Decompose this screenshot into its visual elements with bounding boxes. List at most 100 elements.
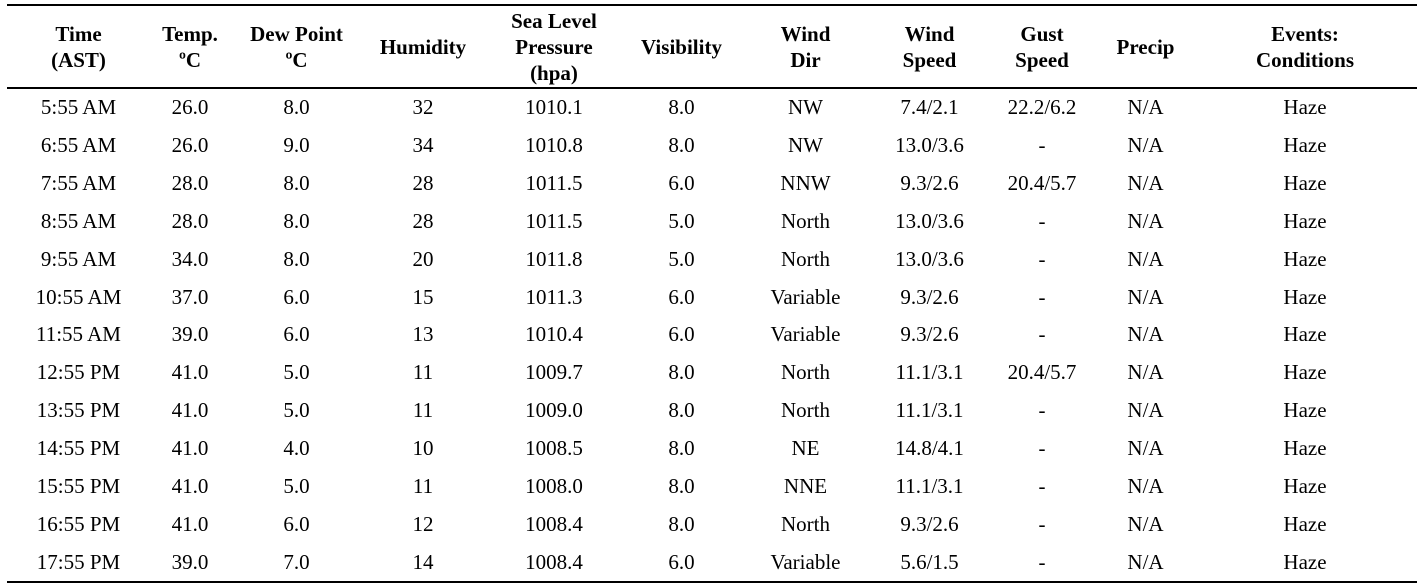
cell-pressure: 1010.8 (525, 133, 583, 158)
table-row: 8:55 AM 28.0 8.0 28 1011.5 5.0 North 13.0/3.6 - N… (7, 203, 1417, 241)
cell-pressure: 1008.0 (525, 473, 583, 498)
cell-gust-speed: - (1038, 246, 1046, 271)
cell-conditions: Haze (1283, 208, 1327, 233)
cell-precip: N/A (1127, 246, 1164, 271)
cell-wind-dir: North (781, 511, 830, 536)
header-precip: Precip (1098, 4, 1193, 89)
cell-pressure: 1011.8 (525, 246, 583, 271)
cell-temp: 41.0 (171, 398, 209, 423)
cell-time: 16:55 PM (36, 511, 121, 536)
cell-temp: 34.0 (171, 246, 209, 271)
cell-conditions: Haze (1283, 246, 1327, 271)
cell-wind-speed: 11.1/3.1 (895, 360, 964, 385)
cell-precip: N/A (1127, 284, 1164, 309)
header-wind-speed: Wind Speed (873, 4, 986, 89)
cell-temp: 28.0 (171, 171, 209, 196)
cell-time: 13:55 PM (36, 398, 121, 423)
cell-humidity: 34 (412, 133, 434, 158)
cell-temp: 28.0 (171, 208, 209, 233)
cell-wind-speed: 11.1/3.1 (895, 473, 964, 498)
cell-wind-dir: Variable (738, 543, 873, 583)
cell-gust-speed: - (1038, 284, 1046, 309)
cell-humidity: 11 (412, 473, 434, 498)
cell-visibility: 8.0 (668, 133, 695, 158)
table-row: 7:55 AM 28.0 8.0 28 1011.5 6.0 NNW 9.3/2.6 20.4/… (7, 165, 1417, 203)
cell-humidity: 28 (412, 171, 434, 196)
cell-visibility: 6.0 (668, 171, 695, 196)
cell-time: 15:55 PM (36, 473, 121, 498)
cell-pressure: 1010.4 (525, 322, 583, 347)
cell-precip: N/A (1127, 436, 1164, 461)
cell-wind-speed: 9.3/2.6 (900, 322, 959, 347)
cell-conditions: Haze (1283, 95, 1327, 120)
cell-gust-speed: 20.4/5.7 (1007, 171, 1077, 196)
cell-time: 9:55 AM (40, 246, 117, 271)
cell-time: 14:55 PM (36, 436, 121, 461)
cell-pressure: 1008.5 (525, 436, 583, 461)
table-row: 13:55 PM 41.0 5.0 11 1009.0 8.0 North 11.1/3.1 -… (7, 392, 1417, 430)
cell-temp: 26.0 (171, 95, 209, 120)
cell-time: 12:55 PM (36, 360, 121, 385)
cell-pressure: 1011.5 (525, 208, 583, 233)
cell-precip: N/A (1127, 171, 1164, 196)
cell-conditions: Haze (1283, 284, 1327, 309)
table-row: 11:55 AM 39.0 6.0 13 1010.4 6.0 Variable 9.3/2.… (7, 316, 1417, 354)
cell-humidity: 14 (363, 543, 483, 583)
cell-pressure: 1009.0 (525, 398, 583, 423)
cell-gust-speed: - (1038, 322, 1046, 347)
cell-humidity: 28 (412, 208, 434, 233)
cell-conditions: Haze (1283, 133, 1327, 158)
cell-visibility: 5.0 (668, 246, 695, 271)
cell-pressure: 1010.1 (525, 95, 583, 120)
cell-humidity: 12 (412, 511, 434, 536)
cell-temp: 41.0 (171, 473, 209, 498)
cell-wind-speed: 9.3/2.6 (900, 171, 959, 196)
table-row: 16:55 PM 41.0 6.0 12 1008.4 8.0 North 9.3/2.6 - N… (7, 505, 1417, 543)
cell-time: 8:55 AM (40, 208, 117, 233)
cell-gust-speed: - (1038, 398, 1046, 423)
cell-wind-dir: North (781, 208, 830, 233)
cell-conditions: Haze (1283, 511, 1327, 536)
cell-dew-point: 6.0 (283, 511, 310, 536)
cell-humidity: 10 (412, 436, 434, 461)
cell-visibility: 8.0 (668, 511, 695, 536)
cell-humidity: 32 (412, 95, 434, 120)
cell-dew-point: 6.0 (283, 284, 310, 309)
cell-wind-dir: NW (788, 95, 823, 120)
cell-pressure: 1008.4 (483, 543, 625, 583)
table-body: 5:55 AM 26.0 8.0 32 1010.1 8.0 NW 7.4/2.1 22.2/6… (7, 88, 1417, 583)
weather-observations-table: Time (AST) Temp. ºC Dew Point ºC Humidity S… (7, 4, 1417, 583)
cell-wind-dir: North (781, 246, 830, 271)
cell-conditions: Haze (1283, 360, 1327, 385)
cell-conditions: Haze (1283, 398, 1327, 423)
cell-pressure: 1008.4 (525, 511, 583, 536)
header-wind-dir: Wind Dir (738, 4, 873, 89)
cell-wind-dir: NNE (783, 473, 828, 498)
cell-temp: 39.0 (171, 322, 209, 347)
cell-wind-dir: North (781, 398, 830, 423)
cell-wind-speed: 9.3/2.6 (900, 284, 959, 309)
cell-dew-point: 8.0 (283, 171, 310, 196)
cell-gust-speed: - (1038, 473, 1046, 498)
cell-visibility: 8.0 (668, 95, 695, 120)
cell-wind-speed: 9.3/2.6 (900, 511, 959, 536)
cell-precip: N/A (1127, 473, 1164, 498)
cell-time: 10:55 AM (35, 284, 122, 309)
cell-temp: 41.0 (171, 436, 209, 461)
cell-wind-dir: Variable (770, 284, 841, 309)
cell-gust-speed: - (1038, 436, 1046, 461)
cell-wind-dir: Variable (770, 322, 841, 347)
cell-visibility: 6.0 (625, 543, 738, 583)
header-humidity: Humidity (363, 4, 483, 89)
cell-humidity: 11 (412, 398, 434, 423)
cell-dew-point: 8.0 (283, 95, 310, 120)
table-row: 9:55 AM 34.0 8.0 20 1011.8 5.0 North 13.0/3.6 - N… (7, 240, 1417, 278)
cell-wind-dir: NNW (780, 171, 831, 196)
cell-precip: N/A (1127, 208, 1164, 233)
table-row: 15:55 PM 41.0 5.0 11 1008.0 8.0 NNE 11.1/3.1 - N/… (7, 467, 1417, 505)
header-sea-level-pressure: Sea Level Pressure (hpa) (483, 4, 625, 89)
table-header-row: Time (AST) Temp. ºC Dew Point ºC Humidity S… (7, 4, 1417, 89)
cell-precip: N/A (1127, 322, 1164, 347)
cell-dew-point: 7.0 (230, 543, 363, 583)
